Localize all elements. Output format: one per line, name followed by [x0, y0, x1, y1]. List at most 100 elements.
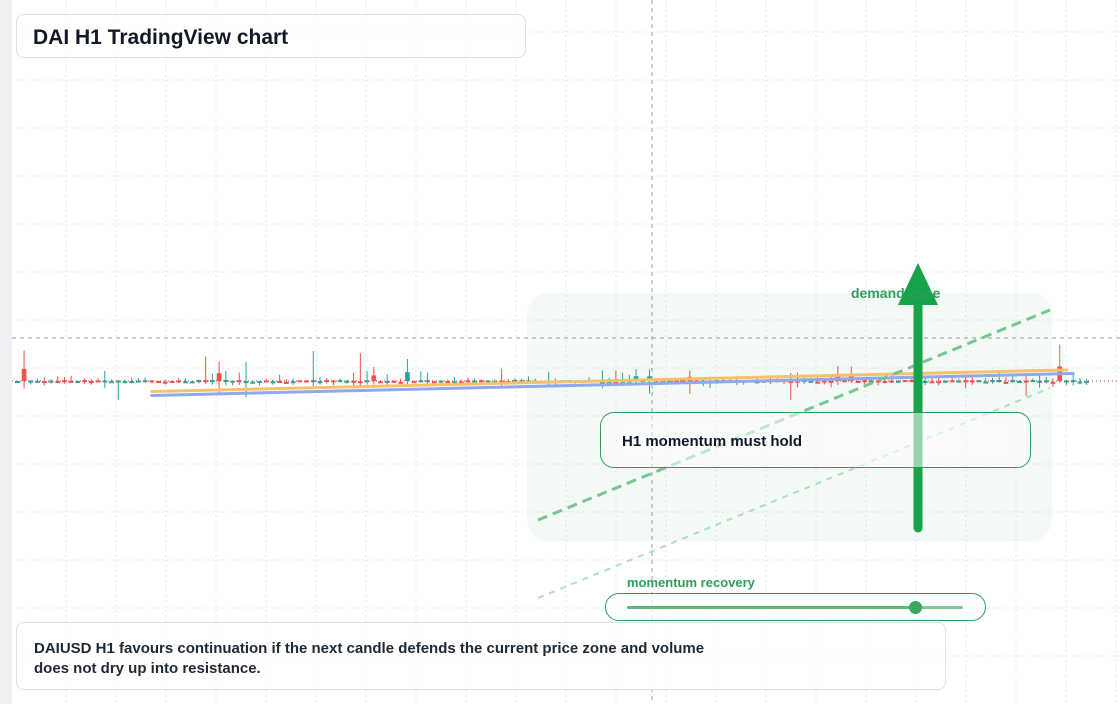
- candle-body: [371, 375, 377, 381]
- candle-body: [1064, 380, 1069, 383]
- candle-body: [499, 380, 504, 383]
- candle-body: [109, 381, 114, 384]
- candle-body: [983, 381, 989, 384]
- title-card: DAI H1 TradingView chart: [16, 14, 526, 58]
- candle-body: [304, 380, 309, 383]
- candle-body: [324, 380, 330, 383]
- candle-body: [378, 381, 383, 384]
- candle-body: [943, 380, 948, 383]
- candle-body: [519, 380, 525, 383]
- momentum-recovery-label: momentum recovery: [627, 575, 755, 590]
- candle-body: [882, 381, 888, 384]
- candle-body: [458, 381, 464, 384]
- candle-body: [633, 376, 639, 381]
- candle-body: [828, 380, 834, 383]
- candle-body: [902, 380, 908, 383]
- candle-body: [1077, 381, 1083, 384]
- candle-body: [357, 381, 363, 384]
- candle-body: [277, 381, 282, 384]
- page-title: DAI H1 TradingView chart: [33, 26, 289, 49]
- candle-body: [822, 380, 827, 383]
- candle-body: [297, 380, 303, 383]
- candle-body: [196, 380, 202, 383]
- candle-body: [223, 380, 229, 383]
- candle-body: [996, 380, 1002, 383]
- candle-body: [391, 380, 397, 383]
- candle-body: [425, 380, 430, 383]
- candle-body: [936, 381, 942, 384]
- momentum-recovery-slider[interactable]: [605, 593, 986, 621]
- left-scale-strip: [0, 0, 12, 704]
- candle-body: [909, 380, 915, 383]
- candle-body: [243, 381, 249, 384]
- candle-body: [88, 381, 94, 384]
- candle-body: [351, 380, 356, 383]
- candle-body: [68, 380, 74, 383]
- candle-body: [95, 380, 101, 383]
- candle-body: [257, 380, 262, 383]
- candle-body: [875, 380, 881, 383]
- candle-body: [263, 380, 269, 383]
- candle-body: [384, 381, 390, 384]
- candle-body: [1043, 380, 1049, 383]
- candle-body: [1023, 380, 1029, 383]
- candle-body: [236, 380, 242, 383]
- candle-body: [895, 380, 901, 383]
- slider-thumb[interactable]: [909, 601, 923, 614]
- candle-body: [189, 381, 195, 384]
- candle-body: [855, 381, 861, 384]
- candle-body: [364, 380, 370, 383]
- candle-body: [680, 380, 686, 383]
- slider-track[interactable]: [627, 606, 963, 609]
- candle-body: [452, 381, 457, 384]
- candle-body: [600, 381, 605, 384]
- candle-body: [398, 381, 404, 384]
- candle-body: [431, 381, 437, 384]
- candle-body: [203, 380, 209, 383]
- candle-body: [465, 380, 471, 383]
- caption-text: DAIUSD H1 favours continuation if the ne…: [34, 640, 705, 677]
- candle-body: [922, 380, 928, 383]
- momentum-card-label: H1 momentum must hold: [622, 433, 803, 450]
- candle-body: [122, 381, 128, 384]
- candle-body: [472, 380, 478, 383]
- candle-body: [1070, 380, 1076, 383]
- candle-body: [102, 380, 108, 383]
- candle-body: [1037, 380, 1042, 383]
- candle-body: [808, 380, 814, 383]
- candle-body: [956, 380, 962, 383]
- candle-body: [788, 380, 794, 383]
- candle-body: [284, 381, 289, 384]
- candle-body: [438, 380, 444, 383]
- candle-body: [1050, 381, 1056, 384]
- candle-body: [270, 381, 276, 384]
- candle-body: [41, 381, 47, 384]
- candle-body: [55, 380, 61, 383]
- candle-body: [963, 380, 968, 383]
- candle-body: [176, 380, 182, 383]
- candle-body: [869, 380, 874, 383]
- candle-body: [1003, 381, 1009, 384]
- momentum-card: H1 momentum must hold: [600, 412, 1031, 468]
- candle-body: [15, 380, 20, 383]
- candle-body: [405, 372, 410, 381]
- candle-body: [479, 380, 484, 383]
- candle-body: [48, 380, 54, 383]
- candle-body: [183, 381, 188, 384]
- candle-body: [411, 381, 417, 384]
- candle-body: [149, 380, 155, 383]
- candle-body: [250, 381, 256, 384]
- candle-body: [815, 381, 820, 384]
- candle-body: [75, 381, 81, 384]
- candle-body: [162, 381, 168, 384]
- demand-zone-label: demand zone: [851, 285, 941, 301]
- candle-body: [169, 381, 175, 384]
- candle-body: [142, 380, 148, 383]
- candle-body: [795, 380, 800, 383]
- candle-body: [445, 381, 451, 384]
- candle-body: [129, 381, 135, 384]
- candle-body: [317, 381, 323, 384]
- candle-body: [976, 380, 982, 383]
- candle-body: [331, 380, 336, 383]
- candle-body: [21, 368, 27, 381]
